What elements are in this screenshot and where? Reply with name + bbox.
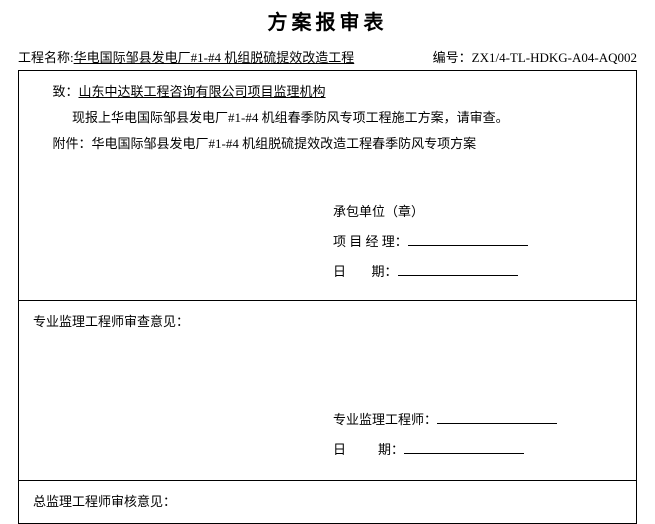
project-name-label: 工程名称: xyxy=(18,50,74,65)
to-value: 山东中达联工程咨询有限公司项目监理机构 xyxy=(79,84,326,99)
to-line: 致：山东中达联工程咨询有限公司项目监理机构 xyxy=(33,79,622,105)
date-line-2: 日 期： xyxy=(333,435,622,465)
date-label-2b: 期： xyxy=(378,442,404,457)
code-value: ZX1/4-TL-HDKG-A04-AQ002 xyxy=(472,50,637,65)
signature-block-1: 承包单位（章） 项 目 经 理： 日 期： xyxy=(333,197,622,287)
pm-blank xyxy=(408,233,528,246)
attach-value: 华电国际邹县发电厂#1-#4 机组脱硫提效改造工程春季防风专项方案 xyxy=(92,136,477,151)
to-label: 致： xyxy=(53,84,79,99)
chief-heading: 总监理工程师审核意见： xyxy=(33,489,622,515)
date-label-1a: 日 xyxy=(333,264,352,279)
project-name-block: 工程名称:华电国际邹县发电厂#1-#4 机组脱硫提效改造工程 xyxy=(18,47,354,66)
section-contractor: 致：山东中达联工程咨询有限公司项目监理机构 现报上华电国际邹县发电厂#1-#4 … xyxy=(19,71,637,301)
meta-row: 工程名称:华电国际邹县发电厂#1-#4 机组脱硫提效改造工程 编号：ZX1/4-… xyxy=(18,47,637,70)
section-supervisor: 专业监理工程师审查意见： 专业监理工程师： 日 期： xyxy=(19,301,637,481)
pm-line: 项 目 经 理： xyxy=(333,227,622,257)
form-page: 方案报审表 工程名称:华电国际邹县发电厂#1-#4 机组脱硫提效改造工程 编号：… xyxy=(0,0,655,524)
eng-blank xyxy=(437,411,557,424)
body-line: 现报上华电国际邹县发电厂#1-#4 机组春季防风专项工程施工方案，请审查。 xyxy=(33,105,622,131)
eng-label: 专业监理工程师： xyxy=(333,412,437,427)
section-chief: 总监理工程师审核意见： xyxy=(19,481,637,524)
date-label-2a: 日 xyxy=(333,442,352,457)
eng-line: 专业监理工程师： xyxy=(333,405,622,435)
date-blank-1 xyxy=(398,263,518,276)
supervisor-heading: 专业监理工程师审查意见： xyxy=(33,309,622,335)
form-title: 方案报审表 xyxy=(18,0,637,47)
date-blank-2 xyxy=(404,441,524,454)
attach-label: 附件： xyxy=(53,136,92,151)
contractor-unit: 承包单位（章） xyxy=(333,197,622,227)
project-name-value: 华电国际邹县发电厂#1-#4 机组脱硫提效改造工程 xyxy=(74,50,355,65)
date-line-1: 日 期： xyxy=(333,257,622,287)
form-table: 致：山东中达联工程咨询有限公司项目监理机构 现报上华电国际邹县发电厂#1-#4 … xyxy=(18,70,637,524)
date-label-1b: 期： xyxy=(372,264,398,279)
signature-block-2: 专业监理工程师： 日 期： xyxy=(333,405,622,465)
pm-label: 项 目 经 理： xyxy=(333,234,408,249)
code-label: 编号： xyxy=(433,50,472,65)
code-block: 编号：ZX1/4-TL-HDKG-A04-AQ002 xyxy=(433,47,637,66)
attach-line: 附件：华电国际邹县发电厂#1-#4 机组脱硫提效改造工程春季防风专项方案 xyxy=(33,131,622,157)
